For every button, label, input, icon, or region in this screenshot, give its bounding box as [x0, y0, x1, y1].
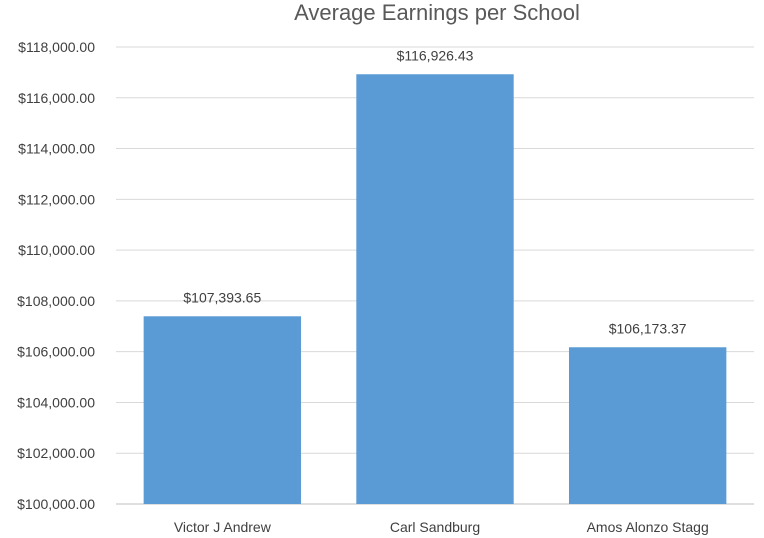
y-axis-tick-labels: $100,000.00 $102,000.00 $104,000.00 $106,00…	[17, 39, 95, 512]
bar-amos-alonzo-stagg	[568, 347, 727, 504]
y-tick-label: $106,000.00	[17, 344, 95, 360]
y-tick-label: $112,000.00	[18, 191, 95, 207]
bars	[143, 74, 727, 505]
category-label: Carl Sandburg	[390, 519, 480, 535]
y-tick-label: $116,000.00	[18, 90, 95, 106]
category-label: Victor J Andrew	[174, 519, 272, 535]
y-tick-label: $104,000.00	[17, 394, 95, 410]
y-tick-label: $114,000.00	[18, 141, 95, 157]
category-label: Amos Alonzo Stagg	[587, 519, 709, 535]
data-labels: $107,393.65 $116,926.43 $106,173.37	[183, 47, 686, 336]
chart-title: Average Earnings per School	[294, 0, 580, 25]
data-label: $107,393.65	[183, 289, 261, 305]
bar-carl-sandburg	[356, 74, 514, 505]
y-tick-label: $102,000.00	[17, 445, 95, 461]
data-label: $116,926.43	[397, 47, 474, 63]
y-tick-label: $108,000.00	[17, 293, 95, 309]
data-label: $106,173.37	[609, 320, 687, 336]
y-tick-label: $118,000.00	[18, 39, 95, 55]
bar-victor-j-andrew	[143, 316, 302, 504]
y-tick-label: $100,000.00	[17, 496, 95, 512]
x-axis-category-labels: Victor J Andrew Carl Sandburg Amos Alonzo …	[174, 519, 709, 535]
y-tick-label: $110,000.00	[18, 242, 95, 258]
